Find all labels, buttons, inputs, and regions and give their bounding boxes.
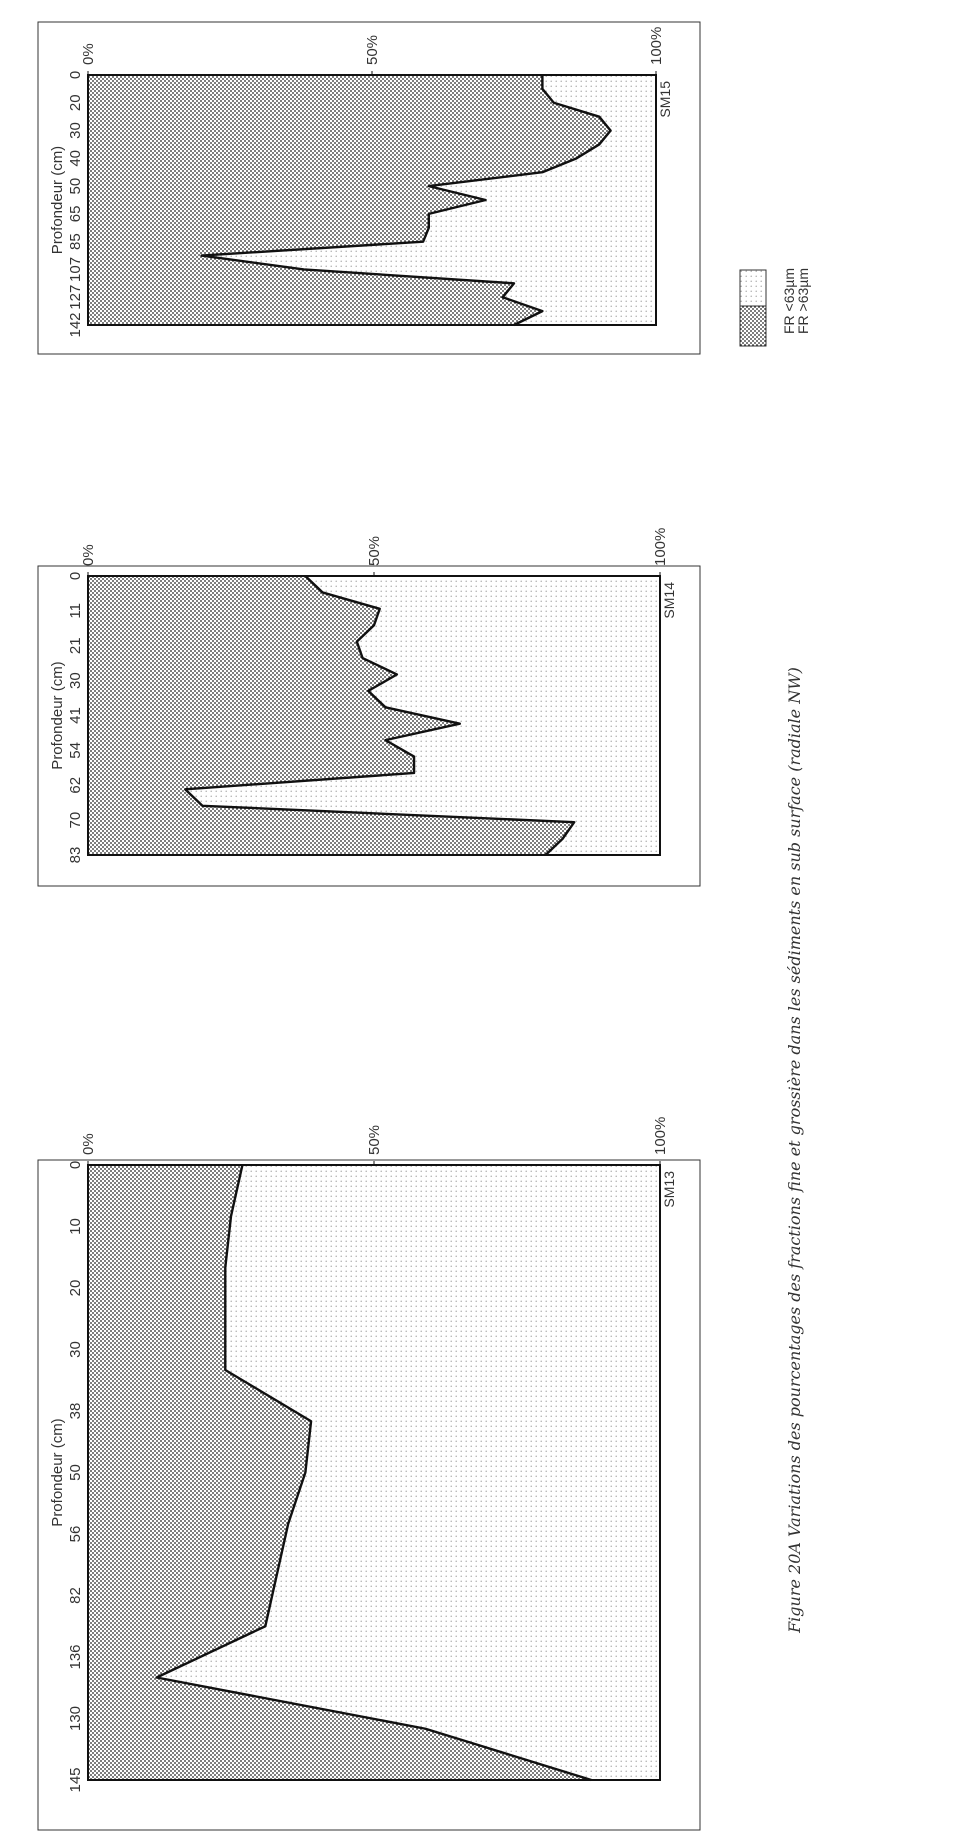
chart-sm13: 0% 50% 100% 0 10 20 30 38 50 56 82 136 130 145 Profond… [49,1117,677,1793]
x-axis-title: Profondeur (cm) [49,1418,66,1526]
series-label: SM13 [661,1171,677,1208]
y-tick-label: 0% [80,544,97,566]
x-tick-label: 0 [67,71,84,79]
legend-label-coarse: FR >63µm [795,268,811,334]
y-tick-label: 100% [648,27,665,65]
x-tick-label: 83 [67,847,84,864]
legend: FR <63µm FR >63µm [739,268,811,347]
x-tick-label: 130 [67,1706,84,1731]
x-axis-title: Profondeur (cm) [49,661,66,769]
figure-caption: Figure 20A Variations des pourcentages d… [785,667,804,1634]
y-tick-label: 100% [652,1117,669,1155]
area-coarse-sm15 [88,75,611,325]
y-tick-label: 0% [80,43,97,65]
legend-swatch-coarse [739,305,767,347]
x-tick-label: 54 [67,742,84,759]
x-tick-label: 82 [67,1587,84,1604]
x-tick-label: 142 [67,312,84,337]
x-tick-label: 107 [67,257,84,282]
x-tick-label: 11 [67,603,84,619]
series-line-sm13 [155,1164,592,1782]
x-tick-label: 136 [67,1644,84,1669]
x-tick-label: 30 [67,122,84,139]
x-tick-label: 56 [67,1526,84,1543]
x-tick-label: 30 [67,672,84,689]
x-tick-label: 21 [67,637,84,654]
x-tick-label: 10 [67,1218,84,1235]
series-line-sm15 [200,75,612,327]
chart-sm14: 0% 50% 100% 0 11 21 30 41 54 62 70 83 Profondeur (cm… [49,528,677,864]
x-tick-label: 85 [67,233,84,250]
x-tick-label: 127 [67,285,84,310]
x-tick-label: 70 [67,812,84,829]
x-tick-label: 40 [67,150,84,167]
x-tick-label: 62 [67,777,84,794]
area-coarse-sm14 [88,576,575,855]
x-tick-label: 0 [67,572,84,580]
x-tick-label: 20 [67,1280,84,1297]
legend-swatch-fine [739,269,767,307]
y-tick-label: 100% [652,528,669,566]
x-tick-label: 145 [67,1767,84,1792]
legend-label-fine: FR <63µm [781,268,797,334]
x-tick-label: 38 [67,1403,84,1420]
series-line-sm14 [184,575,576,856]
series-label: SM14 [661,582,677,619]
y-tick-label: 50% [366,536,383,566]
chart-sm15: 0% 50% 100% 0 20 30 40 50 65 85 107 127 142 Profondeu… [49,27,673,338]
area-coarse-sm13 [88,1165,592,1780]
x-tick-label: 0 [67,1161,84,1169]
x-axis-title: Profondeur (cm) [49,146,66,254]
x-tick-label: 41 [67,707,84,724]
series-label: SM15 [657,81,673,118]
x-tick-label: 50 [67,178,84,195]
x-tick-label: 65 [67,206,84,223]
x-tick-label: 20 [67,94,84,111]
x-tick-label: 50 [67,1464,84,1481]
y-tick-label: 50% [364,35,381,65]
y-tick-label: 50% [366,1125,383,1155]
y-tick-label: 0% [80,1133,97,1155]
x-tick-label: 30 [67,1341,84,1358]
